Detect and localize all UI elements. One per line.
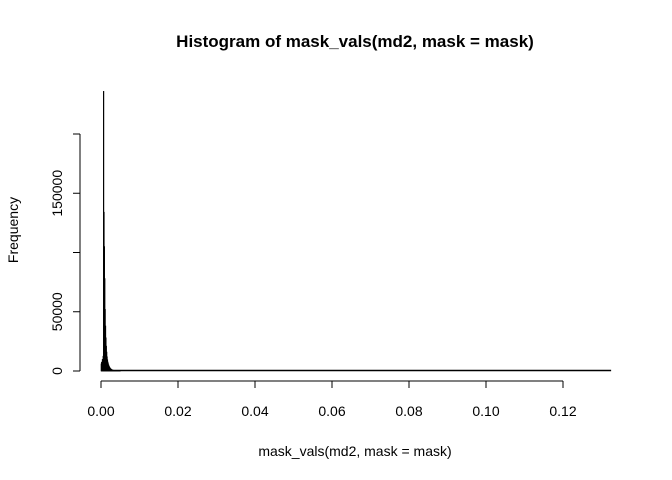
x-tick-label: 0.00 (87, 403, 114, 419)
chart-title: Histogram of mask_vals(md2, mask = mask) (176, 32, 534, 51)
x-axis: 0.00 0.02 0.04 0.06 0.08 0.10 0.12 (87, 380, 577, 419)
x-tick-label: 0.06 (318, 403, 345, 419)
y-tick-label: 150000 (49, 170, 65, 217)
y-tick-label: 0 (49, 367, 65, 375)
x-tick-label: 0.12 (549, 403, 576, 419)
y-tick-label: 50000 (49, 292, 65, 331)
x-tick-label: 0.02 (164, 403, 191, 419)
x-tick-label: 0.08 (395, 403, 422, 419)
x-axis-label: mask_vals(md2, mask = mask) (258, 443, 451, 459)
y-axis: 0 50000 150000 (49, 133, 81, 375)
x-tick-label: 0.10 (472, 403, 499, 419)
x-tick-label: 0.04 (241, 403, 268, 419)
histogram-bars (100, 91, 612, 372)
y-axis-label: Frequency (5, 197, 21, 263)
